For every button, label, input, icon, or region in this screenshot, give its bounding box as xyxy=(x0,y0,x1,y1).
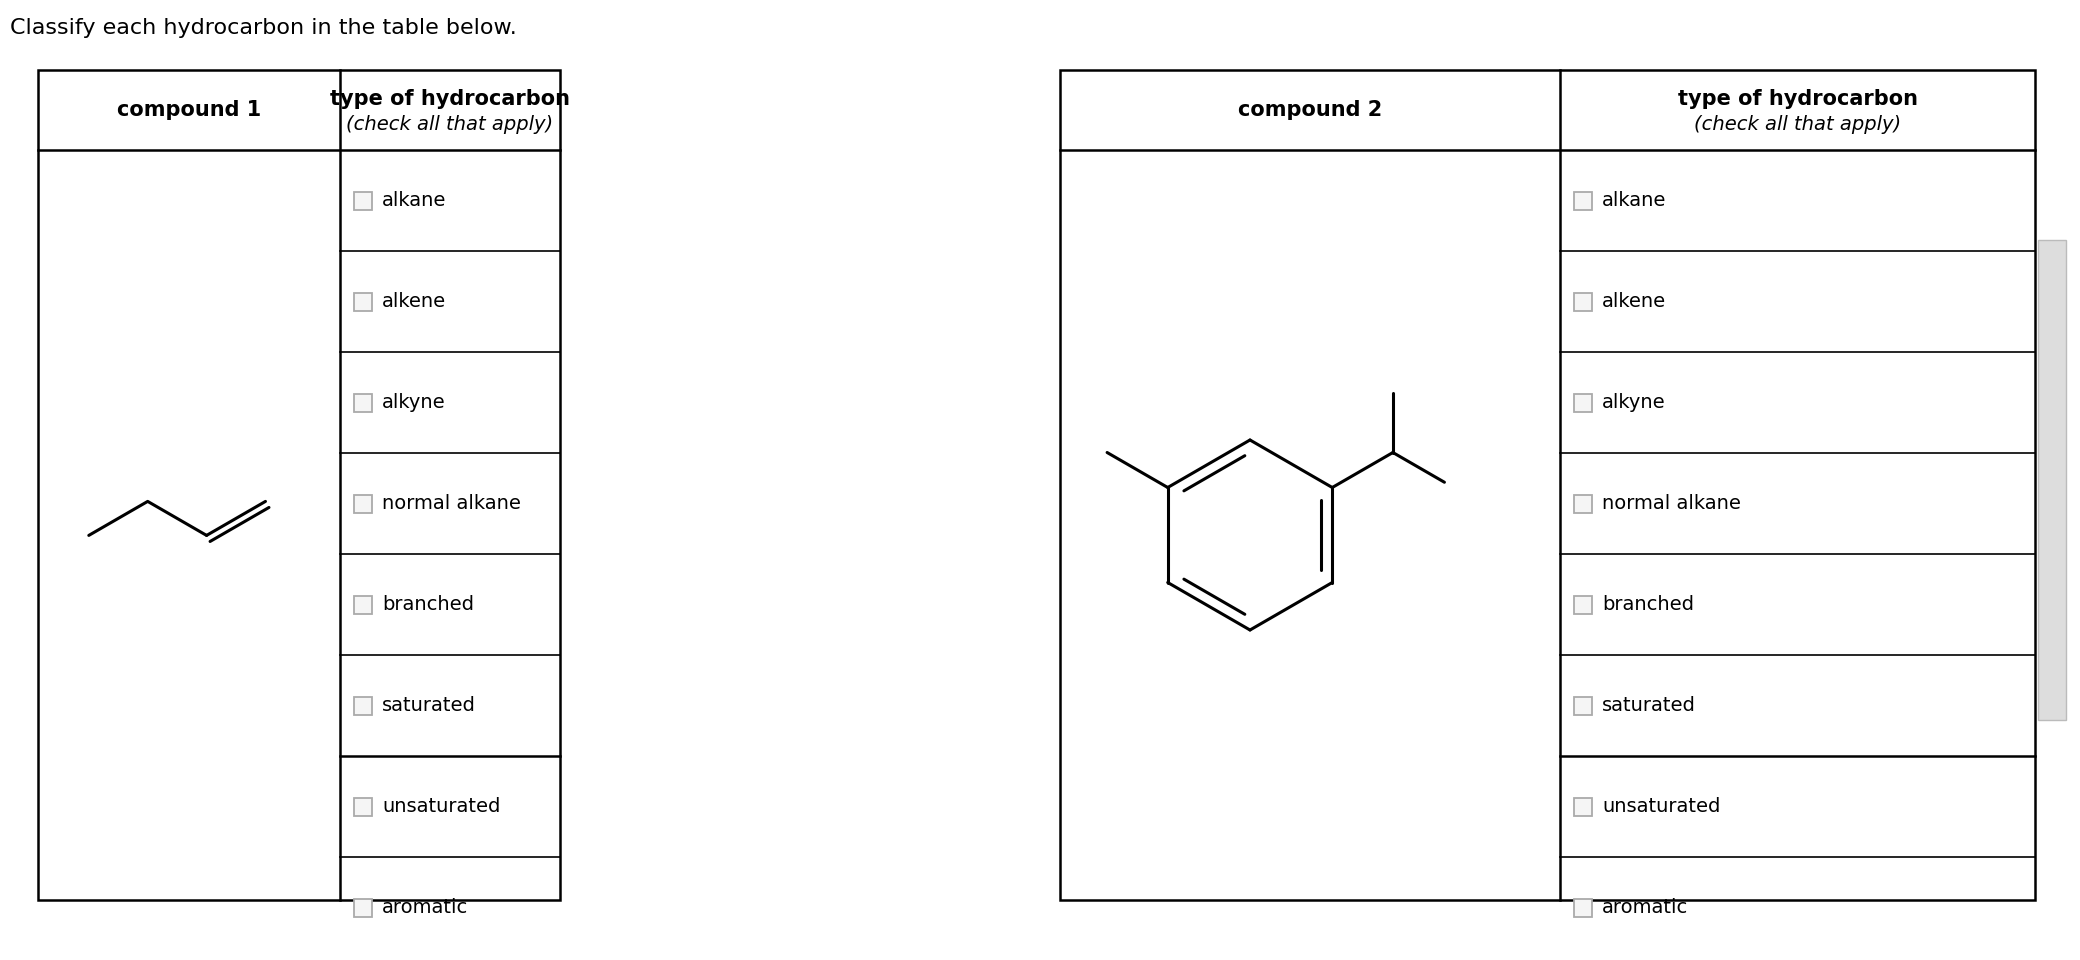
FancyBboxPatch shape xyxy=(354,697,372,714)
Text: saturated: saturated xyxy=(1602,696,1695,715)
Text: saturated: saturated xyxy=(383,696,476,715)
FancyBboxPatch shape xyxy=(354,798,372,815)
Text: aromatic: aromatic xyxy=(1602,898,1689,917)
FancyBboxPatch shape xyxy=(354,899,372,917)
Text: branched: branched xyxy=(383,595,474,614)
Text: unsaturated: unsaturated xyxy=(383,797,501,816)
Text: alkane: alkane xyxy=(1602,191,1666,210)
Text: aromatic: aromatic xyxy=(383,898,468,917)
Text: alkene: alkene xyxy=(383,292,445,311)
FancyBboxPatch shape xyxy=(1575,595,1591,613)
Text: alkane: alkane xyxy=(383,191,447,210)
FancyBboxPatch shape xyxy=(1575,494,1591,513)
FancyBboxPatch shape xyxy=(354,494,372,513)
FancyBboxPatch shape xyxy=(354,595,372,613)
Text: compound 1: compound 1 xyxy=(116,100,262,120)
Text: normal alkane: normal alkane xyxy=(1602,494,1741,513)
FancyBboxPatch shape xyxy=(1575,191,1591,209)
FancyBboxPatch shape xyxy=(1575,697,1591,714)
Text: unsaturated: unsaturated xyxy=(1602,797,1720,816)
FancyBboxPatch shape xyxy=(1575,798,1591,815)
FancyBboxPatch shape xyxy=(1575,899,1591,917)
Text: normal alkane: normal alkane xyxy=(383,494,520,513)
FancyBboxPatch shape xyxy=(1575,293,1591,310)
FancyBboxPatch shape xyxy=(354,394,372,412)
Text: (check all that apply): (check all that apply) xyxy=(1693,114,1901,133)
FancyBboxPatch shape xyxy=(354,191,372,209)
Text: Classify each hydrocarbon in the table below.: Classify each hydrocarbon in the table b… xyxy=(10,18,516,38)
Text: compound 2: compound 2 xyxy=(1238,100,1381,120)
Text: alkyne: alkyne xyxy=(1602,393,1666,412)
Text: type of hydrocarbon: type of hydrocarbon xyxy=(331,89,570,109)
Bar xyxy=(37,70,560,900)
FancyBboxPatch shape xyxy=(354,293,372,310)
Text: alkyne: alkyne xyxy=(383,393,445,412)
Text: branched: branched xyxy=(1602,595,1693,614)
Bar xyxy=(2038,240,2065,720)
Text: (check all that apply): (check all that apply) xyxy=(347,114,553,133)
Bar xyxy=(1061,70,2034,900)
FancyBboxPatch shape xyxy=(1575,394,1591,412)
Text: alkene: alkene xyxy=(1602,292,1666,311)
Text: type of hydrocarbon: type of hydrocarbon xyxy=(1676,89,1918,109)
